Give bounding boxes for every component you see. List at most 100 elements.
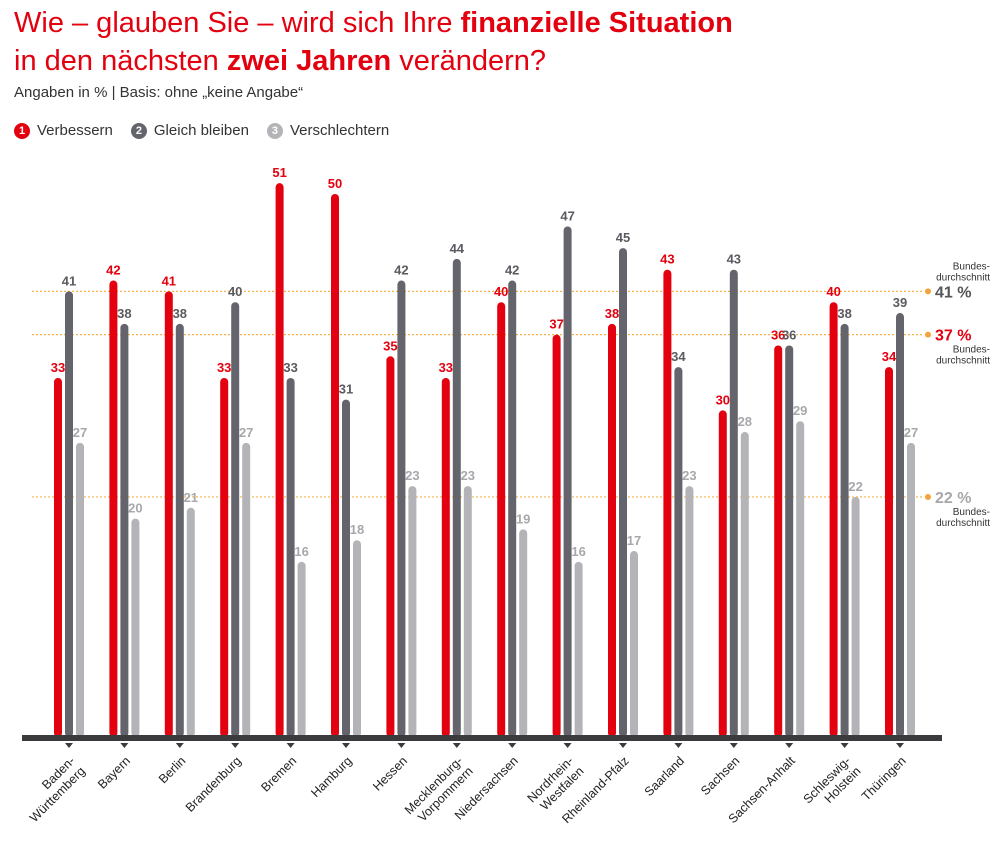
x-tick-label-line: Thüringen [859,754,909,804]
bar-4-verschlechtern [242,442,251,737]
average-note-37: durchschnitt [936,356,990,367]
bar-6-gleich-bleiben [342,399,350,737]
average-marker-37 [925,331,931,338]
data-label: 39 [893,295,907,310]
data-label: 34 [671,349,686,364]
data-label: 40 [826,284,840,299]
average-note-37: Bundes- [953,345,990,356]
data-label: 33 [439,360,453,375]
x-tick-marker [563,743,572,748]
bar-11-verbessern [608,323,616,737]
x-tick-marker [785,743,794,748]
bar-1-verbessern [54,377,62,737]
legend-badge-2: 2 [130,122,147,139]
bar-3-gleich-bleiben [175,323,184,737]
x-tick-label: Saarland [642,754,687,799]
x-tick-marker [231,743,240,748]
legend-item-verschlechtern: 3 Verschlechtern [266,122,390,139]
data-label: 43 [727,252,741,267]
legend-item-verbessern: 1 Verbessern [14,122,113,139]
x-tick-marker [729,743,738,748]
bar-10-verbessern [552,334,561,737]
legend-label-3: Verschlechtern [289,122,390,139]
data-label: 40 [494,284,508,299]
x-tick-marker [840,743,849,748]
average-marker-22 [925,493,931,500]
data-label: 20 [128,501,142,516]
data-label: 43 [660,252,674,267]
bar-4-verbessern [220,377,229,737]
bar-5-verschlechtern [297,561,306,737]
x-tick-label: Bremen [258,754,299,795]
data-label: 38 [605,306,619,321]
data-label: 45 [616,230,630,245]
x-tick-label: Berlin [156,754,189,787]
data-label: 50 [328,176,342,191]
data-label: 30 [716,392,730,407]
bar-5-gleich-bleiben [286,377,295,737]
x-axis-base [22,735,942,741]
bar-8-gleich-bleiben [452,258,461,737]
data-label: 16 [571,544,585,559]
average-value-41: 41 % [935,284,971,301]
x-tick-label: Hessen [370,754,410,794]
average-note-41: durchschnitt [936,272,990,283]
bar-12-verbessern [663,269,672,737]
legend-badge-3: 3 [266,122,283,139]
bar-6-verschlechtern [353,540,361,737]
legend-badge-1: 1 [14,122,30,139]
data-label: 23 [405,468,419,483]
bar-10-gleich-bleiben [563,226,572,737]
data-label: 44 [450,241,465,256]
bar-14-verschlechtern [796,421,805,737]
bar-14-gleich-bleiben [785,345,794,737]
bar-1-gleich-bleiben [65,291,73,737]
bar-13-verschlechtern [740,432,749,737]
chart-title: Wie – glauben Sie – wird sich Ihre finan… [14,4,974,80]
x-tick-marker [508,743,517,748]
data-label: 27 [73,425,87,440]
bar-7-gleich-bleiben [397,280,406,737]
bar-12-gleich-bleiben [674,367,683,737]
x-tick-marker [397,743,406,748]
bar-7-verbessern [386,356,395,737]
data-label: 37 [549,317,563,332]
x-tick-label: Baden-Württemberg [27,754,88,825]
data-label: 41 [62,273,76,288]
bar-6-verbessern [331,194,339,737]
data-label: 38 [173,306,187,321]
legend-item-gleich-bleiben: 2 Gleich bleiben [130,122,249,139]
x-tick-label: Schleswig-Holstein [801,754,864,807]
data-label: 38 [837,306,851,321]
data-label: 23 [461,468,475,483]
chart-legend: 1 Verbessern 2 Gleich bleiben 3 Verschle… [14,122,389,139]
bar-15-verschlechtern [851,496,860,737]
data-label: 21 [184,490,198,505]
legend-label-2: Gleich bleiben [153,122,249,139]
bar-15-gleich-bleiben [840,323,849,737]
data-label: 33 [283,360,297,375]
bar-9-gleich-bleiben [508,280,517,737]
x-tick-marker [619,743,627,748]
bar-15-verbessern [829,302,838,737]
data-label: 47 [560,208,574,223]
data-label: 51 [272,165,286,180]
bar-16-gleich-bleiben [896,313,904,737]
data-label: 28 [738,414,752,429]
data-label: 27 [904,425,918,440]
bar-3-verbessern [164,291,173,737]
bar-7-verschlechtern [408,486,417,737]
x-tick-label: Sachsen [698,754,742,798]
bar-12-verschlechtern [685,486,694,737]
data-label: 34 [882,349,897,364]
bar-1-verschlechtern [76,442,84,737]
average-marker-41 [925,288,931,295]
average-note-22: durchschnitt [936,518,990,529]
data-label: 42 [106,263,120,278]
average-value-22: 22 % [935,490,971,507]
data-label: 41 [162,273,176,288]
x-tick-label-line: Berlin [156,754,189,787]
data-label: 18 [350,522,364,537]
bar-11-verschlechtern [630,551,638,737]
